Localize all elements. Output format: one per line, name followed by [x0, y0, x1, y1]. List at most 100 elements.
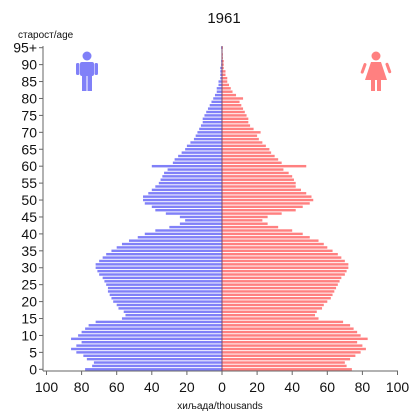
female-bar-age-6	[222, 347, 366, 351]
x-axis-ticks: 100 80 60 40 20 0 20 40 60 80 100	[35, 371, 410, 395]
male-bar-age-39	[137, 236, 222, 239]
female-bar-age-0	[222, 368, 352, 371]
female-bar-age-19	[222, 303, 324, 307]
female-bar-age-90	[222, 63, 224, 66]
female-bar-age-81	[222, 93, 237, 97]
x-tick-label: 60	[320, 379, 336, 395]
male-bar-age-69	[195, 134, 222, 137]
male-bar-age-2	[93, 361, 222, 364]
y-tick-label: 20	[21, 294, 37, 310]
y-tick-label: 90	[21, 57, 37, 73]
y-tick-label: 70	[21, 124, 37, 140]
male-bar-age-30	[95, 266, 222, 269]
male-bar-age-73	[202, 120, 222, 124]
y-tick-label: 75	[21, 107, 37, 123]
female-bar-age-20	[222, 300, 328, 303]
female-bar-age-12	[222, 327, 354, 330]
female-bar-age-88	[222, 70, 226, 73]
y-tick-label: 65	[21, 141, 37, 157]
female-bar-age-40	[222, 232, 303, 236]
female-bar-age-9	[222, 337, 368, 341]
male-bar-age-41	[155, 229, 222, 232]
female-bar-age-44	[222, 219, 263, 222]
male-bar-age-80	[213, 97, 222, 100]
female-bar-age-15	[222, 317, 319, 320]
male-bar-age-46	[165, 212, 222, 215]
female-bar-age-83	[222, 87, 231, 90]
male-bar-age-89	[220, 66, 222, 70]
male-bar-age-57	[162, 175, 222, 178]
male-bar-age-61	[172, 161, 222, 165]
y-tick-label: 50	[21, 192, 37, 208]
female-bar-age-23	[222, 290, 335, 293]
male-bar-age-47	[155, 208, 222, 212]
female-bar-age-37	[222, 242, 324, 246]
male-bar-age-16	[125, 313, 222, 317]
male-bar-age-11	[81, 330, 222, 334]
female-icon	[360, 51, 392, 91]
male-icon	[76, 51, 98, 91]
male-bar-age-6	[71, 347, 222, 351]
y-tick-label: 40	[21, 226, 37, 242]
male-bar-age-1	[92, 364, 222, 368]
female-bar-age-3	[222, 357, 351, 361]
female-bar-age-30	[222, 266, 349, 269]
female-bar-age-32	[222, 259, 345, 263]
female-bar-age-73	[222, 120, 249, 124]
male-bar-age-45	[179, 215, 222, 219]
male-bar-age-35	[111, 249, 222, 253]
male-bar-age-13	[88, 324, 223, 327]
male-bar-age-4	[83, 354, 222, 357]
female-bar-age-27	[222, 276, 342, 280]
male-bar-age-60	[151, 164, 222, 168]
female-bar-age-26	[222, 280, 340, 283]
male-bar-age-18	[118, 307, 222, 310]
male-bar-age-84	[218, 83, 222, 87]
female-bar-age-69	[222, 134, 258, 137]
y-tick-label: 35	[21, 243, 37, 259]
male-bar-age-20	[113, 300, 222, 303]
female-bar-age-78	[222, 104, 242, 107]
male-bar-age-28	[99, 273, 222, 276]
female-bar-age-84	[222, 83, 230, 87]
x-tick-label: 100	[386, 379, 410, 395]
male-bar-age-50	[143, 198, 222, 202]
y-tick-label: 55	[21, 175, 37, 191]
male-bar-age-5	[76, 351, 223, 354]
male-bar-age-67	[190, 141, 222, 144]
male-bar-age-59	[167, 168, 222, 171]
male-bar-age-81	[214, 93, 222, 97]
x-tick-label: 20	[179, 379, 195, 395]
female-bar-age-17	[222, 310, 317, 313]
female-bar-age-66	[222, 144, 266, 148]
female-bar-age-41	[222, 229, 293, 232]
male-bar-age-19	[116, 303, 222, 307]
male-bar-age-40	[144, 232, 222, 236]
y-tick-label: 45	[21, 209, 37, 225]
male-bar-age-0	[85, 368, 222, 371]
chart-title: 1961	[207, 10, 240, 27]
female-bar-age-57	[222, 175, 293, 178]
female-bar-age-33	[222, 256, 342, 259]
female-bar-age-46	[222, 212, 282, 215]
male-bar-age-58	[164, 171, 222, 175]
female-bar-age-5	[222, 351, 361, 354]
female-bar-age-79	[222, 100, 240, 104]
female-bar-age-51	[222, 195, 312, 198]
male-bar-age-32	[99, 259, 222, 263]
female-bar-age-49	[222, 202, 310, 205]
female-bar-age-60	[222, 164, 307, 168]
female-bar-age-80	[222, 97, 244, 100]
female-bar-age-76	[222, 110, 245, 114]
female-bar-age-22	[222, 293, 333, 297]
female-bar-age-55	[222, 181, 296, 185]
female-bar-age-65	[222, 148, 270, 151]
female-bar-age-28	[222, 273, 345, 276]
male-bar-age-54	[155, 185, 222, 188]
male-bar-age-79	[211, 100, 222, 104]
male-bar-age-34	[106, 252, 222, 256]
male-bar-age-66	[186, 144, 222, 148]
x-tick-label: 80	[355, 379, 371, 395]
female-bar-age-56	[222, 178, 294, 181]
